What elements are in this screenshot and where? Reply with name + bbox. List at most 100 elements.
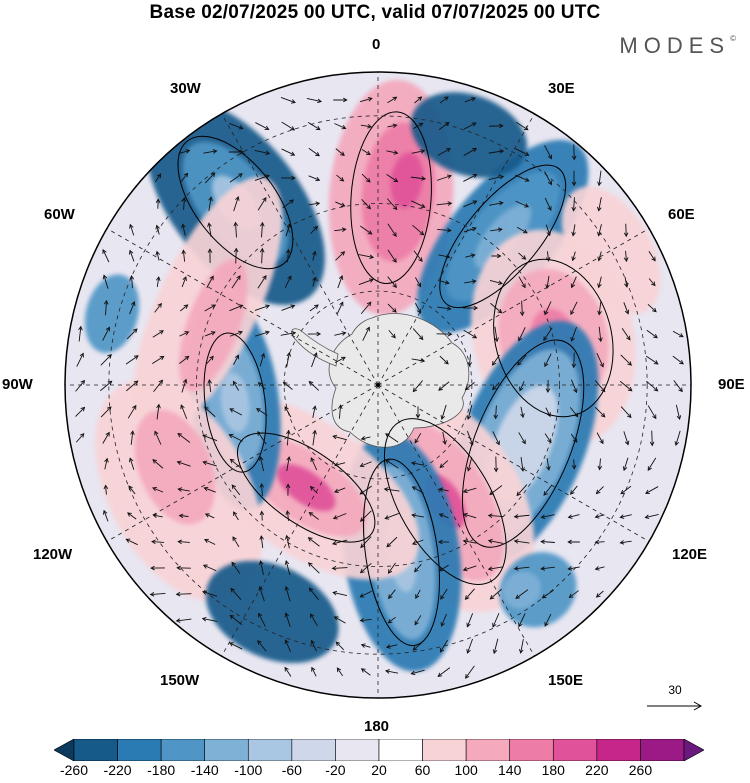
wind-vector-330 [487, 513, 504, 519]
vector-head [519, 386, 524, 392]
wind-vector-301 [309, 485, 318, 494]
wind-vector-290 [597, 458, 603, 471]
vector-shaft [105, 300, 107, 316]
vector-shaft [310, 226, 318, 234]
vector-shaft [412, 224, 424, 236]
vector-head [290, 304, 296, 309]
vector-head [678, 333, 684, 338]
vector-head [544, 310, 549, 316]
vector-shaft [385, 459, 399, 469]
vector-shaft [311, 352, 317, 368]
vector-head [132, 404, 137, 410]
vector-shaft [489, 202, 503, 206]
vector-head [313, 352, 318, 358]
vector-head [417, 96, 423, 101]
vector-head [340, 202, 346, 207]
vector-head [545, 388, 551, 393]
antarctica-landmass [328, 313, 470, 448]
wind-vector-129 [489, 280, 503, 285]
wind-vector-192 [334, 356, 346, 364]
wind-vector-99 [285, 248, 291, 263]
wind-vector-201 [620, 354, 632, 366]
wind-vector-7 [464, 97, 477, 103]
wind-vector-127 [439, 280, 450, 285]
wind-vector-116 [155, 276, 161, 287]
vector-shaft [415, 302, 421, 314]
vector-shaft [414, 615, 422, 625]
vector-shaft [388, 616, 396, 624]
vector-head [149, 592, 155, 597]
wind-vector-337 [125, 538, 138, 546]
vector-shaft [231, 275, 241, 289]
wind-vector-343 [285, 534, 290, 549]
south-pole-marker [376, 383, 380, 387]
vector-shaft [176, 618, 192, 622]
vector-head [438, 487, 444, 492]
vector-shaft [333, 591, 347, 597]
vector-head [384, 459, 390, 464]
colorbar-bin-7 [335, 739, 380, 761]
wind-vector-258 [360, 436, 371, 441]
vector-head [493, 467, 499, 473]
vector-shaft [385, 433, 399, 443]
vector-head [155, 198, 161, 204]
vector-head [540, 566, 546, 571]
wind-vector-156 [623, 302, 630, 315]
vector-head [308, 511, 314, 517]
colorbar-bin-14 [640, 739, 685, 761]
vector-head [236, 275, 241, 280]
vector-head [392, 96, 398, 101]
vector-head [599, 439, 604, 445]
vector-head [414, 620, 419, 626]
wind-vector-169 [362, 326, 370, 341]
vector-shaft [258, 382, 266, 390]
wind-vector-425 [410, 669, 425, 676]
vector-head [262, 274, 267, 280]
vector-shaft [620, 540, 632, 544]
vector-head [178, 513, 184, 519]
vector-head [367, 230, 373, 235]
vector-head [546, 466, 551, 471]
vector-shaft [413, 250, 423, 262]
field-layer [65, 72, 691, 698]
vector-shaft [515, 174, 529, 182]
wind-vector-250 [154, 430, 162, 445]
vector-head [202, 564, 208, 569]
map-title: Base 02/07/2025 00 UTC, valid 07/07/2025… [149, 2, 601, 23]
wind-vector-109 [545, 251, 551, 262]
anomaly-lobe-23 [276, 464, 336, 512]
wind-vector-133 [597, 276, 602, 289]
vector-head [367, 97, 373, 102]
wind-vector-138 [154, 302, 162, 313]
vector-shaft [257, 275, 267, 289]
wind-vector-33 [515, 148, 530, 156]
vector-head [366, 204, 371, 210]
wind-vector-38 [204, 172, 216, 184]
vector-shaft [620, 514, 632, 518]
wind-vector-424 [385, 669, 399, 674]
vector-head [182, 276, 187, 281]
vector-head [339, 177, 345, 182]
vector-head [360, 543, 365, 549]
vector-head [152, 487, 157, 492]
vector-head [627, 386, 633, 392]
wind-vector-319 [204, 513, 215, 519]
wind-vector-164 [229, 330, 243, 337]
vector-head [80, 379, 86, 385]
colorbar-bin-1 [73, 739, 118, 761]
vector-head [208, 196, 213, 202]
vector-shaft [336, 174, 344, 182]
vector-head [359, 490, 365, 495]
wind-vector-281 [359, 461, 372, 468]
wind-vector-394 [201, 616, 218, 622]
wind-vector-242 [569, 407, 579, 418]
wind-vector-9 [255, 122, 270, 130]
wind-vector-0 [280, 97, 296, 104]
vector-head [498, 201, 504, 206]
wind-vector-1 [306, 98, 323, 104]
vector-shaft [439, 564, 449, 572]
wind-vector-215 [438, 381, 450, 391]
vector-shaft [623, 431, 629, 445]
wind-vector-285 [466, 457, 473, 472]
vector-shaft [360, 225, 372, 235]
